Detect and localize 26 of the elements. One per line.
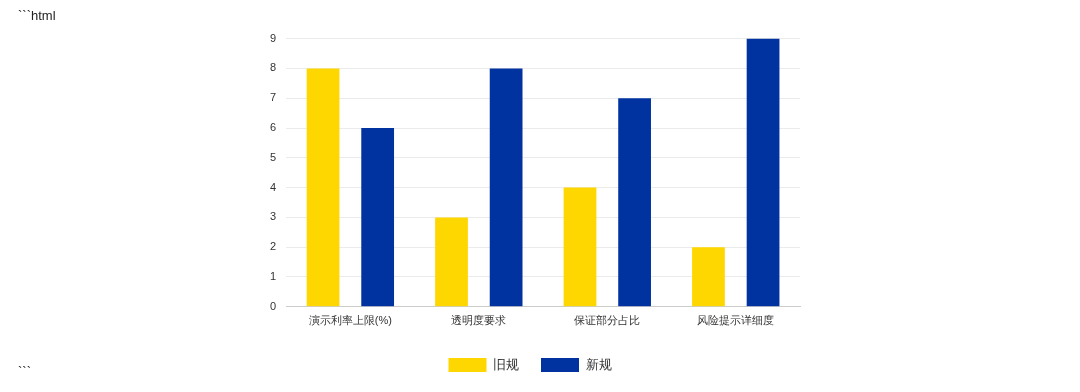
bar [563,187,597,307]
y-tick-label: 0 [269,299,277,312]
bar [489,68,523,307]
legend-label: 新规 [585,356,612,372]
y-tick-label: 6 [269,121,277,134]
bar [692,247,725,307]
x-tick-label: 风险提示详细度 [697,314,775,327]
legend-label: 旧规 [493,356,519,372]
bar [618,98,651,307]
bar [746,38,780,307]
bar [306,68,340,307]
y-tick-label: 2 [269,240,277,253]
y-tick-label: 9 [269,31,277,44]
y-tick-label: 3 [269,210,277,223]
y-tick-label: 4 [269,180,277,193]
y-tick-label: 7 [269,91,277,104]
y-tick-label: 1 [269,270,277,283]
text: ``` [18,364,31,379]
bar [435,217,468,307]
bar [361,128,395,307]
text: ```html [18,8,56,23]
y-tick-label: 8 [269,61,277,74]
x-tick-label: 演示利率上限(%) [308,314,392,327]
y-tick-label: 5 [269,150,277,163]
x-tick-label: 透明度要求 [451,314,507,327]
x-tick-label: 保证部分占比 [574,314,641,327]
